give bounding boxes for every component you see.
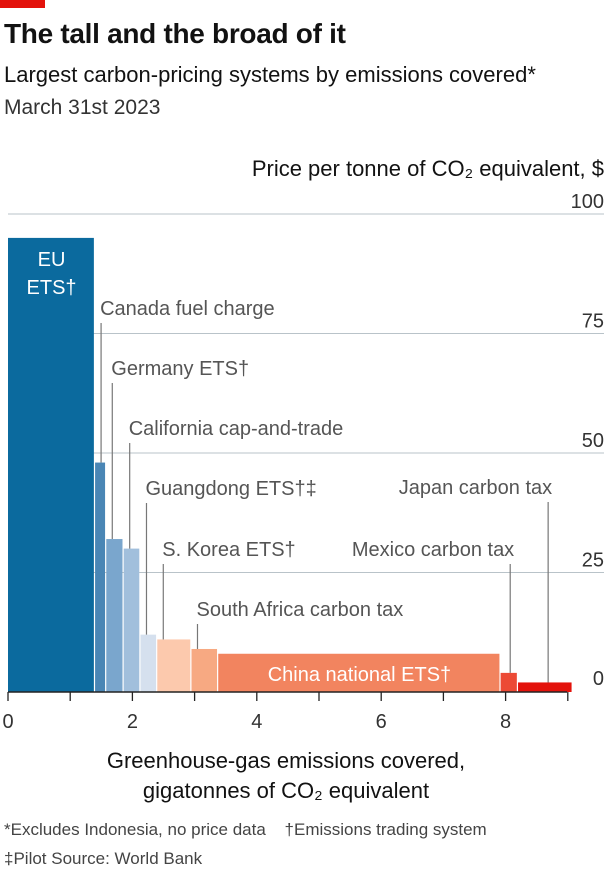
y-tick-label-100: 100 xyxy=(571,191,604,213)
bars: EU ETS† China national ETS† xyxy=(8,237,572,692)
x-axis-title-line2: gigatonnes of CO₂ equivalent xyxy=(143,778,429,803)
callouts: Canada fuel charge Germany ETS† California… xyxy=(100,298,552,683)
gridlines xyxy=(8,213,604,573)
footnote-line2: ‡Pilot Source: World Bank xyxy=(4,849,203,868)
y-tick-label-0: 0 xyxy=(593,668,604,690)
y-ticks: 0 25 50 75 100 xyxy=(571,191,604,690)
callout-label-s-korea-ets: S. Korea ETS† xyxy=(162,539,295,561)
bar-eu-ets xyxy=(8,237,94,692)
y-tick-label-50: 50 xyxy=(582,430,604,452)
x-tick-label-4: 4 xyxy=(251,711,262,733)
callout-label-germany-ets: Germany ETS† xyxy=(111,358,249,380)
bar-japan-carbon-tax xyxy=(518,682,572,692)
y-tick-label-25: 25 xyxy=(582,550,604,572)
bar-guangdong-ets xyxy=(140,634,157,692)
y-tick-label-75: 75 xyxy=(582,311,604,333)
callout-label-mexico-carbon-tax: Mexico carbon tax xyxy=(352,539,514,561)
bar-south-africa-carbon-tax xyxy=(191,648,218,692)
bar-california-cap-and-trade xyxy=(123,548,140,692)
bar-mexico-carbon-tax xyxy=(500,672,517,692)
callout-label-guangdong-ets: Guangdong ETS†‡ xyxy=(145,478,316,500)
footnote-line1: *Excludes Indonesia, no price data †Emis… xyxy=(4,820,487,840)
x-tick-label-8: 8 xyxy=(500,711,511,733)
callout-label-canada-fuel-charge: Canada fuel charge xyxy=(100,298,275,320)
bar-label-china: China national ETS† xyxy=(268,664,451,686)
bar-label-eu-line1: EU xyxy=(38,249,66,271)
chart-subtitle: Largest carbon-pricing systems by emissi… xyxy=(4,62,536,87)
x-tick-label-0: 0 xyxy=(2,711,13,733)
chart-title: The tall and the broad of it xyxy=(4,18,346,49)
bar-china-national-ets xyxy=(218,653,500,692)
footnote-ets: †Emissions trading system xyxy=(284,820,487,839)
callout-label-japan-carbon-tax: Japan carbon tax xyxy=(399,477,552,499)
bar-germany-ets xyxy=(106,539,123,692)
bar-s-korea-ets xyxy=(157,639,191,692)
callout-label-south-africa-carbon-tax: South Africa carbon tax xyxy=(196,599,403,621)
callout-label-california-cap-and-trade: California cap-and-trade xyxy=(129,418,344,440)
bar-label-eu-line2: ETS† xyxy=(27,277,77,299)
y-axis-title: Price per tonne of CO₂ equivalent, $ xyxy=(252,156,604,181)
x-tick-label-6: 6 xyxy=(376,711,387,733)
chart-date: March 31st 2023 xyxy=(4,96,161,119)
x-tick-label-2: 2 xyxy=(127,711,138,733)
brand-red-tag xyxy=(0,0,45,8)
bar-canada-fuel-charge xyxy=(95,462,106,692)
x-axis-title-line1: Greenhouse-gas emissions covered, xyxy=(107,748,465,773)
footnote-excludes: *Excludes Indonesia, no price data xyxy=(4,820,266,839)
x-ticks: 0 2 4 6 8 xyxy=(2,692,569,733)
